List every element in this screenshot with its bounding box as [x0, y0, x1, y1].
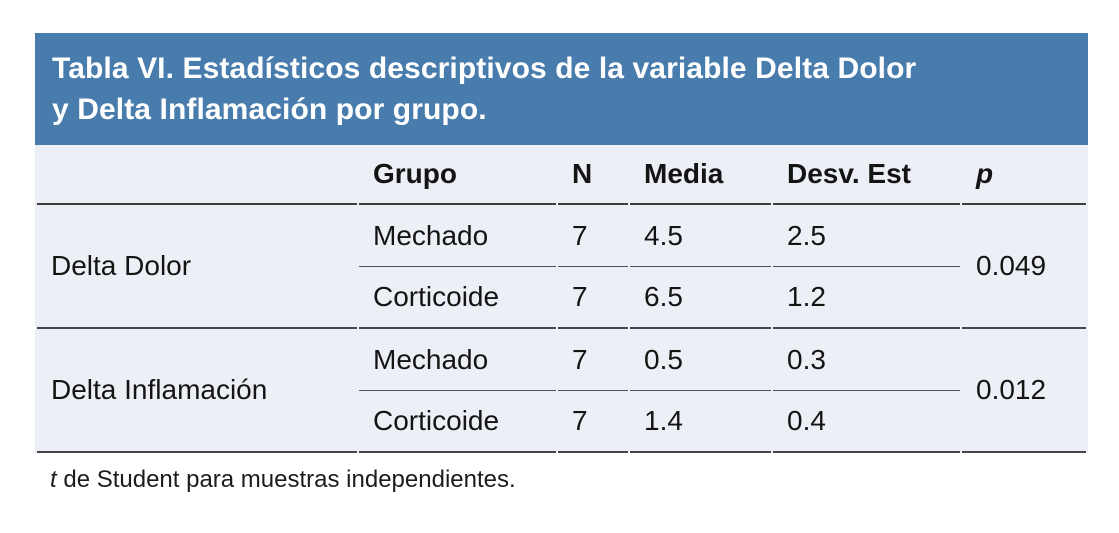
cell-media: 0.5 [630, 329, 771, 391]
column-header-p: p [962, 145, 1086, 205]
cell-media: 4.5 [630, 205, 771, 267]
table-footnote: t de Student para muestras independiente… [50, 466, 516, 494]
cell-grupo: Mechado [359, 329, 556, 391]
cell-n: 7 [558, 391, 628, 453]
cell-desv-est: 0.3 [773, 329, 960, 391]
row-label-delta-dolor: Delta Dolor [37, 205, 357, 329]
footnote-text: de Student para muestras independientes. [56, 466, 516, 493]
table-row-delta-dolor-corticoide: Corticoide 7 6.5 1.2 [37, 267, 1086, 329]
column-header-n: N [558, 145, 628, 205]
table-body-background: Grupo N Media Desv. Est p Delta Dolor Me… [35, 145, 1088, 453]
table-row-delta-inflamacion-mechado: Delta Inflamación Mechado 7 0.5 0.3 0.01… [37, 329, 1086, 453]
cell-desv-est: 0.4 [773, 391, 960, 453]
table-row-delta-inflamacion-corticoide: Corticoide 7 1.4 0.4 [37, 391, 1086, 453]
column-header-empty [37, 145, 357, 205]
header-row: Grupo N Media Desv. Est p [37, 145, 1086, 205]
stats-table: Grupo N Media Desv. Est p Delta Dolor Me… [35, 145, 1088, 453]
cell-grupo: Corticoide [359, 391, 556, 453]
column-header-desv-est: Desv. Est [773, 145, 960, 205]
table-row-delta-dolor-mechado: Delta Dolor Mechado 7 4.5 2.5 0.049 [37, 205, 1086, 329]
row-label-delta-inflamacion: Delta Inflamación [37, 329, 357, 453]
cell-desv-est: 1.2 [773, 267, 960, 329]
cell-grupo: Mechado [359, 205, 556, 267]
cell-n: 7 [558, 205, 628, 267]
cell-media: 1.4 [630, 391, 771, 453]
cell-n: 7 [558, 267, 628, 329]
cell-media: 6.5 [630, 267, 771, 329]
cell-desv-est: 2.5 [773, 205, 960, 267]
cell-p-value: 0.049 [962, 205, 1086, 329]
column-header-media: Media [630, 145, 771, 205]
cell-grupo: Corticoide [359, 267, 556, 329]
table-title-line-1: Tabla VI. Estadísticos descriptivos de l… [52, 52, 917, 85]
table-title-line-2: y Delta Inflamación por grupo. [52, 93, 487, 126]
footnote-stat-symbol: t [50, 466, 57, 493]
cell-p-value: 0.012 [962, 329, 1086, 453]
cell-n: 7 [558, 329, 628, 391]
table-title-bar: Tabla VI. Estadísticos descriptivos de l… [35, 33, 1088, 145]
column-header-grupo: Grupo [359, 145, 556, 205]
